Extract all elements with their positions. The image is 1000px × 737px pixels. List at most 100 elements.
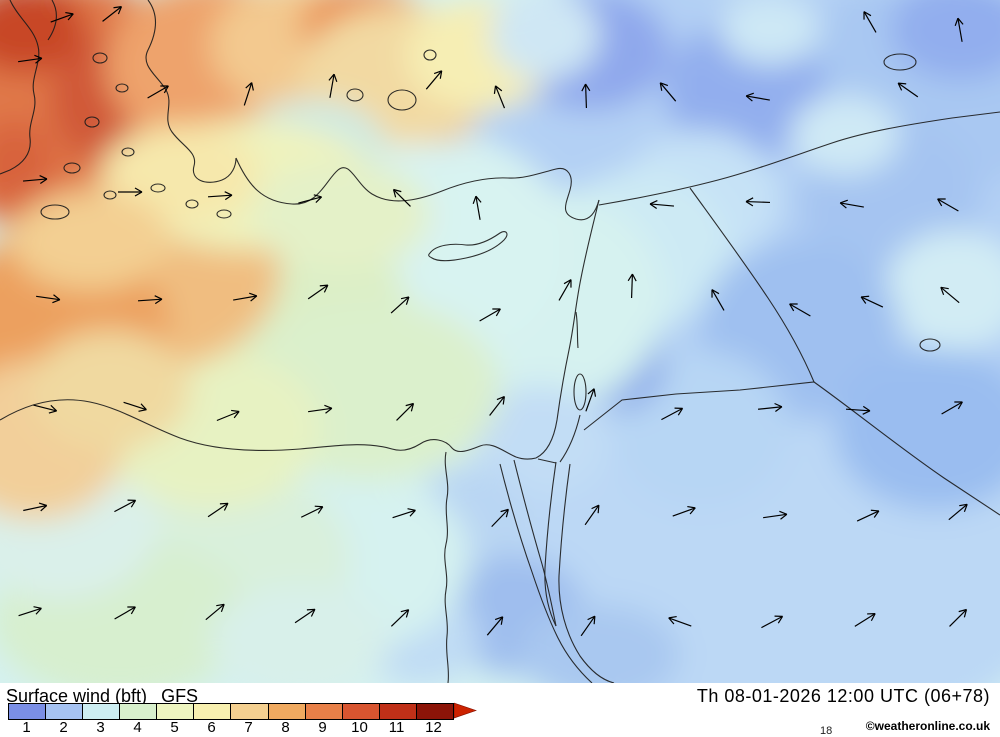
- wind-arrow: [585, 388, 597, 412]
- wind-arrow: [672, 505, 696, 517]
- clipped-text-fragment: 18: [820, 725, 833, 737]
- wind-arrow: [584, 504, 600, 526]
- gulf-of-aqaba-east-shore: [558, 463, 615, 684]
- wind-arrow: [396, 402, 415, 421]
- wind-arrow: [243, 82, 254, 106]
- wind-arrow: [940, 286, 960, 304]
- wind-arrow: [114, 499, 137, 513]
- river-nile: [444, 451, 449, 684]
- legend-value: 5: [170, 719, 179, 736]
- border-jordan-saudi: [583, 381, 1000, 516]
- wind-arrow: [390, 296, 410, 314]
- wind-field-region: [720, 0, 820, 65]
- legend-segment: [120, 704, 158, 719]
- wind-field-region: [470, 385, 610, 495]
- map-title-line: Surface wind (bft) GFS: [6, 686, 198, 707]
- wind-arrow: [294, 608, 316, 624]
- legend-value: 11: [388, 719, 405, 736]
- wind-arrow: [627, 273, 637, 299]
- wind-field-region: [885, 230, 1000, 350]
- legend-value: 9: [318, 719, 327, 736]
- coastline-levant: [535, 199, 600, 459]
- wind-arrow: [479, 308, 501, 322]
- wind-field-region: [790, 95, 900, 175]
- wind-field-region: [100, 125, 260, 225]
- border-turkey-syria-iraq: [598, 111, 1000, 206]
- anatolian-lakes: [346, 49, 941, 352]
- wind-arrow: [36, 294, 61, 304]
- wind-arrow: [18, 606, 42, 617]
- wind-arrow: [491, 508, 509, 528]
- scale-value-labels: 1 2 3 4 5 6 7 8 9 10 11 12: [0, 719, 500, 736]
- wind-field-region: [10, 190, 170, 290]
- wind-arrow: [207, 191, 233, 201]
- wind-field-region: [890, 0, 1000, 80]
- wind-arrow: [298, 194, 323, 204]
- arava-valley-border: [559, 414, 581, 463]
- legend-segment: [379, 704, 417, 719]
- copyright-link[interactable]: ©weatheronline.co.uk: [865, 719, 990, 733]
- dead-sea: [573, 373, 587, 411]
- wind-arrow: [307, 284, 329, 300]
- legend-segment: [157, 704, 195, 719]
- wind-arrow: [581, 83, 591, 109]
- wind-arrow: [580, 615, 596, 637]
- legend-segment: [416, 704, 453, 719]
- wind-arrow: [949, 608, 968, 627]
- coastline-north-africa: [0, 399, 537, 460]
- wind-arrow: [137, 295, 163, 305]
- legend-value: 1: [22, 719, 31, 736]
- wind-arrow: [789, 303, 811, 317]
- legend-value: 6: [207, 719, 216, 736]
- legend-segment: [231, 704, 269, 719]
- jordan-river: [575, 311, 579, 349]
- legend-value: 8: [281, 719, 290, 736]
- wind-arrow: [745, 92, 770, 102]
- wind-arrow: [758, 402, 783, 412]
- wind-arrow: [839, 199, 864, 209]
- wind-arrow: [308, 404, 333, 414]
- wind-arrow: [425, 70, 443, 90]
- legend-segment: [46, 704, 84, 719]
- wind-arrow: [147, 85, 169, 99]
- wind-arrow: [668, 615, 692, 627]
- gulf-of-aqaba-west-shore: [544, 461, 557, 627]
- border-israel-egypt: [537, 458, 557, 464]
- model-label: GFS: [161, 686, 199, 706]
- wind-arrow: [897, 82, 919, 98]
- valid-time-label: Th 08-01-2026 12:00 UTC (06+78): [696, 686, 990, 706]
- wind-arrow: [114, 606, 136, 620]
- legend-segment: [83, 704, 121, 719]
- legend-value: 7: [244, 719, 253, 736]
- legend-segment: [268, 704, 306, 719]
- wind-arrow: [328, 73, 338, 98]
- wind-arrow: [23, 502, 48, 512]
- wind-arrow: [216, 409, 240, 422]
- wind-arrow: [954, 17, 964, 42]
- gulf-of-suez-east-shore: [513, 459, 557, 627]
- wind-arrow: [856, 509, 880, 522]
- wind-arrow: [390, 609, 410, 627]
- wind-arrow: [392, 508, 416, 519]
- wind-field-region: [210, 585, 390, 695]
- map-footer: Surface wind (bft) GFS Th 08-01-2026 12:0…: [0, 683, 1000, 737]
- wind-arrow: [118, 187, 143, 197]
- wind-arrow: [205, 603, 225, 621]
- legend-value: 10: [351, 719, 368, 736]
- wind-field-region: [0, 120, 55, 210]
- wind-field-region: [490, 0, 600, 80]
- wind-field-region: [30, 330, 190, 450]
- coastline-greece: [0, 0, 40, 175]
- wind-arrow: [493, 85, 506, 109]
- wind-arrow: [102, 6, 123, 22]
- wind-arrow: [711, 289, 725, 311]
- wind-arrow: [33, 404, 58, 414]
- scale-overflow-arrow-shape: [454, 702, 477, 719]
- border-syria-iraq: [689, 187, 815, 383]
- wind-arrow: [659, 82, 677, 102]
- wind-arrow: [763, 510, 788, 520]
- wind-arrow: [233, 292, 258, 302]
- wind-arrow: [845, 405, 871, 415]
- island-cyprus: [428, 231, 508, 262]
